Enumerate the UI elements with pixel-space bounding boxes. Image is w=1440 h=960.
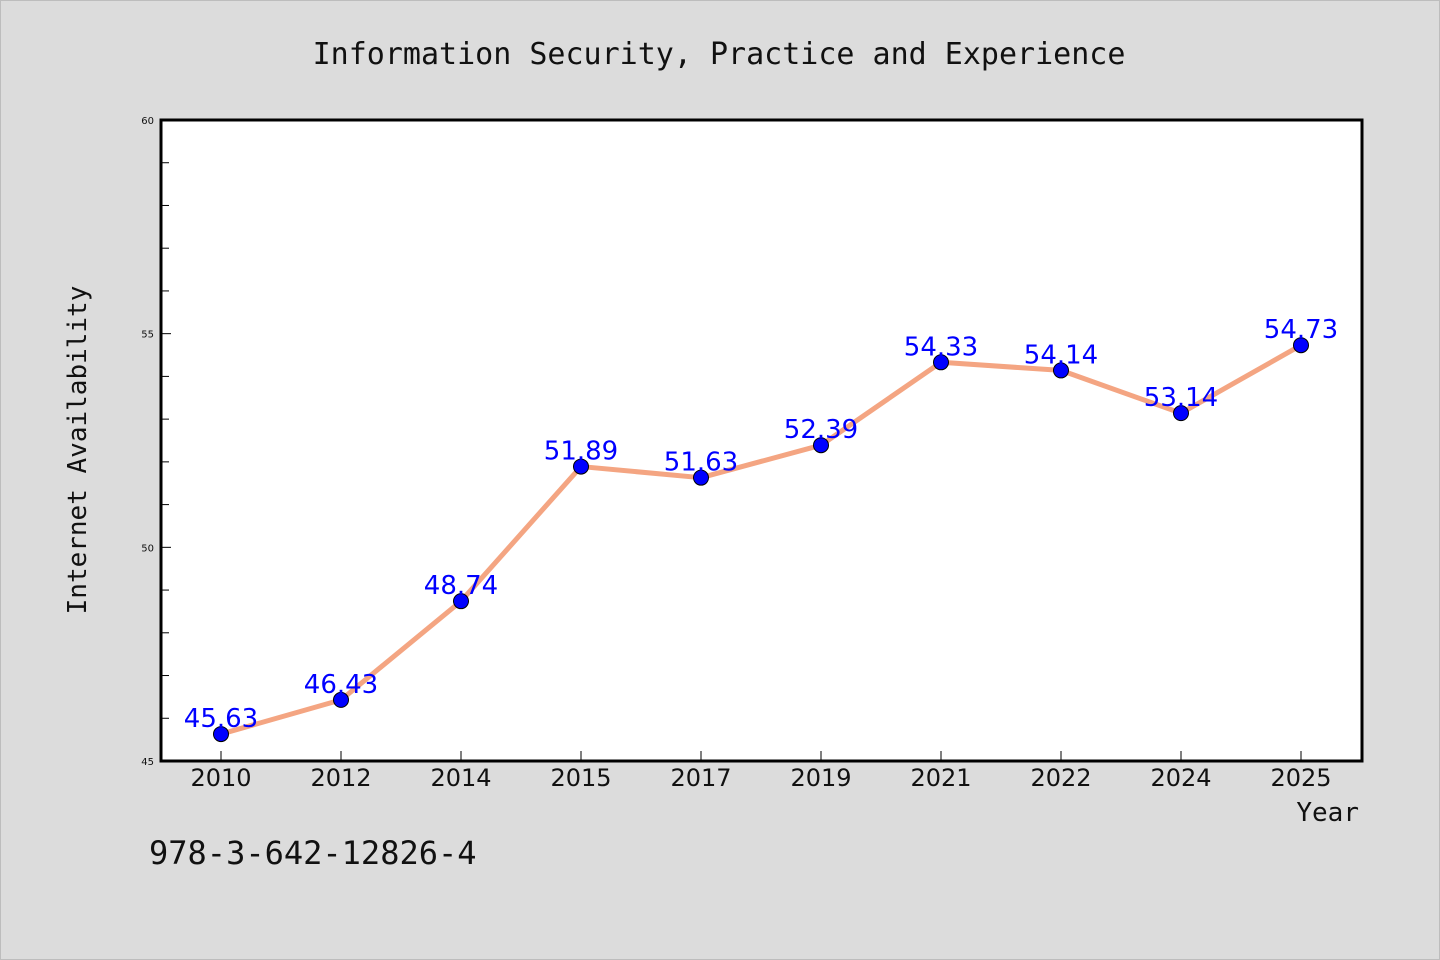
y-tick-label: 45: [141, 757, 154, 768]
footnote-isbn: 978-3-642-12826-4: [149, 834, 477, 872]
data-point-marker: [1293, 337, 1309, 354]
data-point-marker: [333, 691, 349, 708]
data-label: 48.74: [424, 571, 498, 601]
chart-title: Information Security, Practice and Exper…: [313, 37, 1126, 72]
x-axis-ticks: 2010 2012 2014 2015 2017 2019 2021 2022 2024 2025: [190, 751, 1332, 792]
x-tick-label: 2019: [790, 764, 851, 792]
data-label: 53.14: [1144, 383, 1218, 413]
x-tick-label: 2012: [310, 764, 371, 792]
data-point-marker: [813, 437, 829, 454]
x-tick-label: 2010: [190, 764, 251, 792]
data-point-marker: [693, 469, 709, 486]
data-label: 54.14: [1024, 340, 1098, 370]
x-tick-label: 2022: [1030, 764, 1091, 792]
data-label: 54.73: [1264, 315, 1338, 345]
plot-area: [159, 118, 1364, 763]
series-layer: 45.63 46.43 48.74 51.89 51.63 52.39 54.33 54.14…: [184, 315, 1338, 743]
data-label: 46.43: [304, 670, 378, 700]
x-tick-label: 2015: [550, 764, 611, 792]
x-tick-label: 2021: [910, 764, 971, 792]
data-point-marker: [453, 593, 469, 610]
data-label: 54.33: [904, 332, 978, 362]
y-tick-label: 50: [141, 543, 154, 554]
data-label: 45.63: [184, 704, 258, 734]
data-point-marker: [933, 354, 949, 371]
data-point-marker: [1173, 405, 1189, 422]
series-line: [218, 342, 1304, 737]
x-tick-label: 2025: [1270, 764, 1331, 792]
y-tick-label: 60: [141, 116, 154, 127]
data-label: 52.39: [784, 415, 858, 445]
x-tick-label: 2014: [430, 764, 491, 792]
x-tick-label: 2017: [670, 764, 731, 792]
x-tick-label: 2024: [1150, 764, 1211, 792]
y-tick-label: 55: [141, 330, 154, 341]
data-label: 51.63: [664, 448, 738, 478]
data-point-marker: [1053, 362, 1069, 379]
data-label: 51.89: [544, 437, 618, 467]
x-axis-label: Year: [1296, 798, 1359, 828]
data-point-marker: [573, 458, 589, 475]
y-axis-label: Internet Availability: [63, 286, 93, 615]
data-point-marker: [213, 726, 229, 743]
y-axis-ticks: 45 50 55 60: [141, 116, 171, 768]
